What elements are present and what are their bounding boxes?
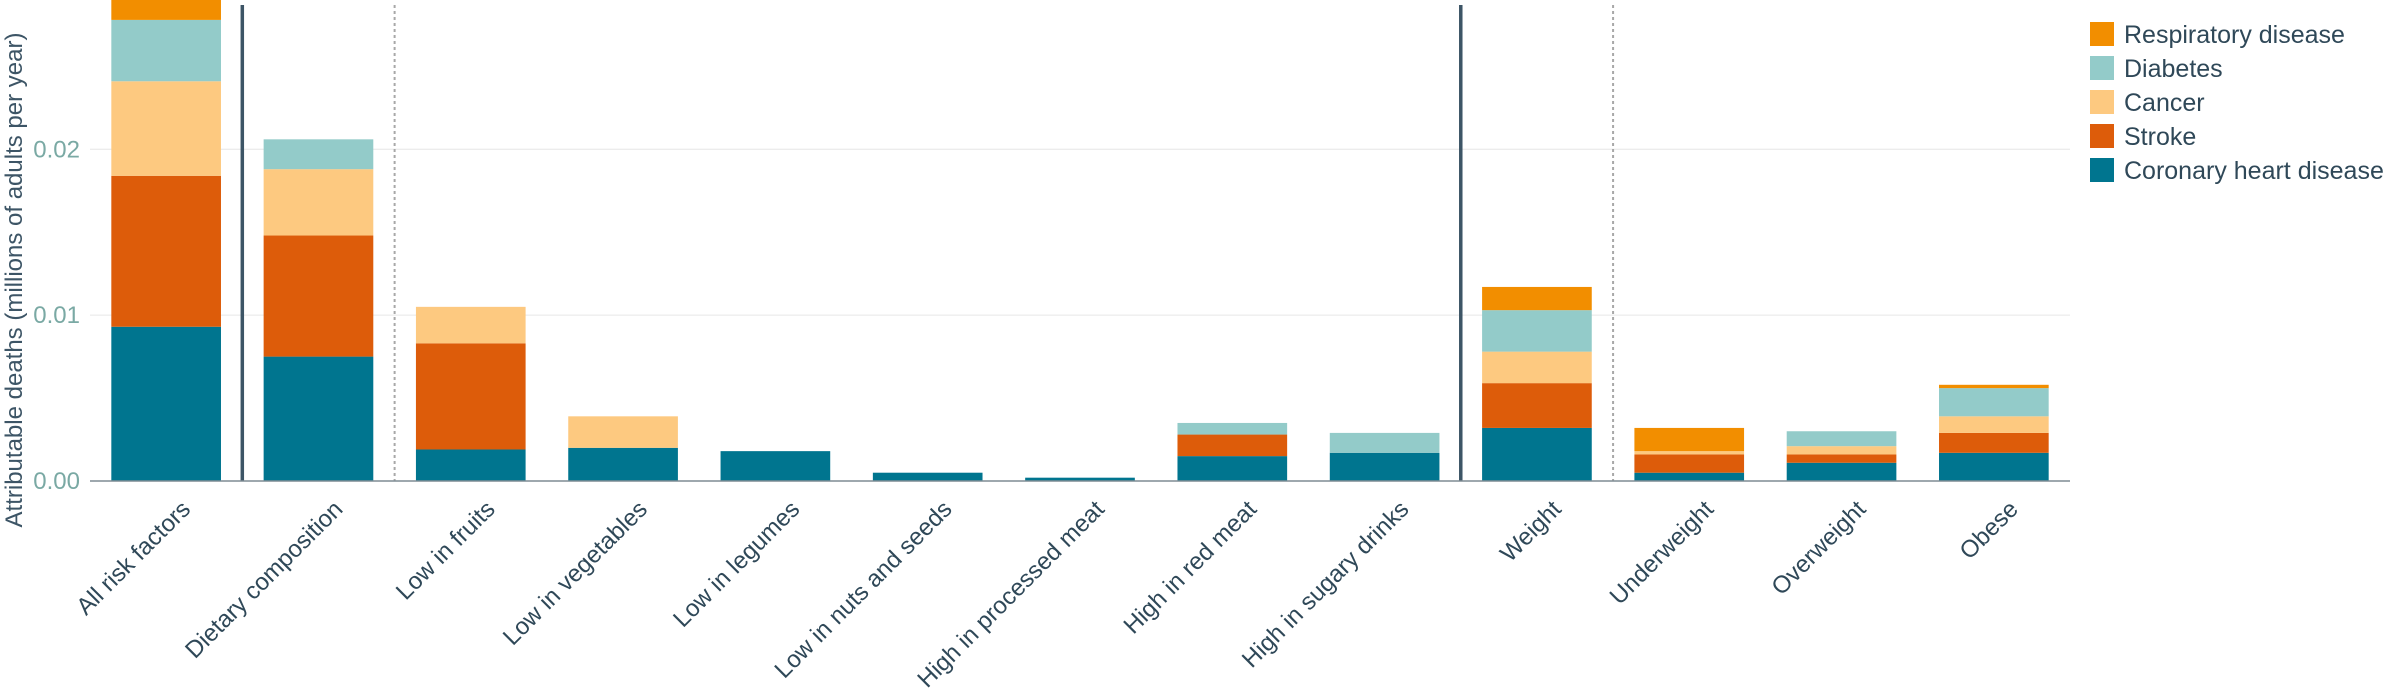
legend-label: Coronary heart disease [2124, 157, 2384, 185]
x-tick-label: Overweight [1766, 495, 1871, 600]
legend-label: Respiratory disease [2124, 21, 2345, 49]
bar-segment-cancer [568, 416, 678, 448]
legend-label: Cancer [2124, 89, 2205, 117]
bar-segment-coronary-heart-disease [1939, 452, 2049, 481]
bar-segment-respiratory-disease [1939, 384, 2049, 389]
bar-segment-stroke [1482, 383, 1592, 428]
bar-segment-coronary-heart-disease [1025, 477, 1135, 481]
bar-segment-diabetes [1939, 388, 2049, 417]
bar-segment-stroke [1177, 434, 1288, 457]
legend-label: Stroke [2124, 123, 2196, 151]
x-tick-label: Weight [1495, 495, 1567, 567]
bar-segment-cancer [111, 81, 221, 176]
x-tick-label: High in red meat [1119, 495, 1263, 639]
bar-segment-coronary-heart-disease [1786, 462, 1897, 481]
x-tick-label: Low in nuts and seeds [770, 496, 958, 684]
bar-segment-diabetes [1177, 422, 1288, 435]
bar-segment-diabetes [1786, 431, 1897, 447]
bar-segment-cancer [415, 306, 526, 344]
legend-label: Diabetes [2124, 55, 2223, 83]
y-tick-label: 0.02 [33, 136, 80, 163]
group-separators [240, 5, 1615, 481]
x-tick-label: Underweight [1605, 495, 1720, 610]
bars [111, 0, 2049, 481]
bar-segment-coronary-heart-disease [263, 356, 374, 481]
legend-swatch [2090, 90, 2114, 114]
legend-swatch [2090, 56, 2114, 80]
bar-segment-cancer [1482, 351, 1592, 384]
bar-segment-stroke [111, 175, 221, 327]
bar-segment-coronary-heart-disease [1177, 456, 1288, 481]
x-tick-label: Low in fruits [391, 496, 501, 606]
bar-segment-respiratory-disease [111, 0, 221, 20]
bar-segment-cancer [1634, 451, 1745, 455]
bar-segment-stroke [1634, 454, 1745, 473]
bar-segment-diabetes [1329, 432, 1440, 453]
bar-segment-diabetes [111, 19, 221, 82]
x-tick-label: Obese [1955, 496, 2024, 565]
bar-segment-respiratory-disease [1634, 427, 1745, 452]
bar-segment-cancer [263, 169, 374, 236]
x-tick-label: Dietary composition [180, 496, 348, 664]
bar-segment-coronary-heart-disease [1329, 452, 1440, 481]
bar-segment-stroke [263, 235, 374, 357]
bar-segment-coronary-heart-disease [415, 449, 526, 481]
bar-segment-stroke [415, 343, 526, 450]
y-axis-title: Attributable deaths (millions of adults … [1, 33, 28, 528]
legend-swatch [2090, 124, 2114, 148]
bar-segment-coronary-heart-disease [1634, 472, 1745, 481]
x-tick-label: Low in vegetables [498, 496, 653, 651]
bar-segment-coronary-heart-disease [720, 451, 831, 481]
y-tick-label: 0.00 [33, 468, 80, 495]
bar-segment-diabetes [1482, 310, 1592, 352]
bar-segment-coronary-heart-disease [568, 447, 678, 481]
bar-segment-stroke [1939, 432, 2049, 453]
bar-segment-diabetes [263, 139, 374, 170]
bar-segment-respiratory-disease [1482, 286, 1592, 311]
legend-swatch [2090, 22, 2114, 46]
gridlines [90, 148, 2070, 316]
bar-segment-stroke [1786, 454, 1897, 463]
x-tick-label: High in sugary drinks [1237, 496, 1415, 674]
bar-segment-coronary-heart-disease [111, 326, 221, 481]
bar-segment-cancer [1939, 416, 2049, 433]
x-tick-label: Low in legumes [668, 496, 805, 633]
bar-segment-cancer [1786, 446, 1897, 455]
y-tick-label: 0.01 [33, 302, 80, 329]
legend: Respiratory disease Diabetes Cancer Stroke C… [2090, 21, 2384, 185]
legend-swatch [2090, 158, 2114, 182]
bar-segment-coronary-heart-disease [1482, 427, 1592, 481]
bar-segment-coronary-heart-disease [872, 472, 983, 481]
x-tick-label: All risk factors [71, 496, 196, 621]
